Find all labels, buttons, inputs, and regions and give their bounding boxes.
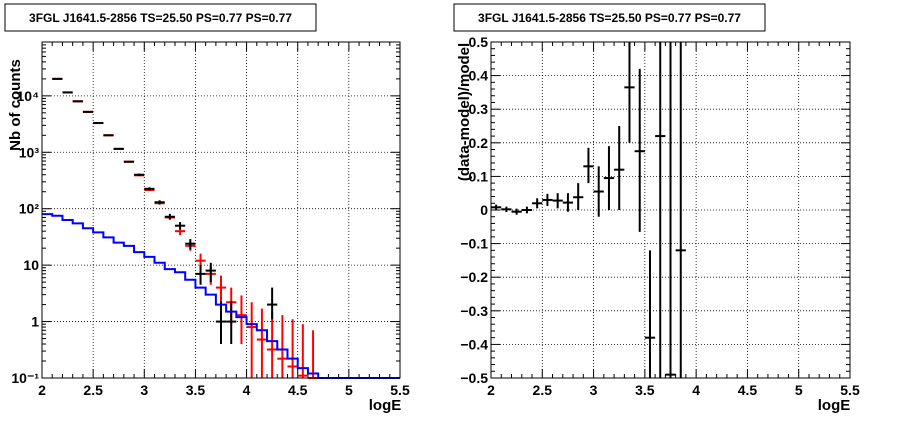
- data-point: [562, 193, 574, 212]
- x-tick-label: 3.5: [186, 382, 206, 398]
- data-point: [552, 193, 563, 209]
- x-tick-label: 4.5: [738, 382, 758, 398]
- y-tick-label: −0.3: [460, 303, 488, 319]
- chart-title: 3FGL J1641.5-2856 TS=25.50 PS=0.77 PS=0.…: [29, 11, 292, 25]
- data-point: [236, 295, 247, 345]
- data-point: [532, 198, 543, 209]
- title-box: [4, 3, 317, 32]
- data-point: [501, 206, 512, 213]
- x-tick-label: 2.5: [533, 382, 553, 398]
- data-point: [521, 206, 533, 214]
- y-tick-label: 0: [480, 202, 488, 218]
- y-tick-label: 1: [31, 314, 39, 330]
- y-tick-label: 0.3: [469, 101, 489, 117]
- data-point: [215, 275, 227, 303]
- x-tick-label: 2: [38, 382, 46, 398]
- x-tick-label: 3.5: [635, 382, 655, 398]
- data-point: [226, 301, 237, 345]
- y-tick-label: 10²: [19, 201, 40, 217]
- y-tick-label: 10³: [19, 144, 40, 160]
- data-point: [144, 187, 155, 191]
- y-tick-label: −0.2: [460, 269, 488, 285]
- y-tick-label: 10: [23, 257, 39, 273]
- y-tick-label: −0.5: [460, 370, 488, 386]
- y-axis-title: (data-model)/model: [456, 43, 473, 181]
- data-point: [215, 301, 227, 345]
- y-tick-label: −0.4: [460, 336, 488, 352]
- x-tick-label: 5: [345, 382, 353, 398]
- data-point: [174, 222, 186, 230]
- data-point: [511, 208, 522, 215]
- title-box: [453, 3, 766, 32]
- data-point: [277, 315, 288, 378]
- data-point: [256, 308, 268, 378]
- y-tick-label: −0.1: [460, 236, 488, 252]
- chart-panel-1: 3FGL J1641.5-2856 TS=25.50 PS=0.77 PS=0.…: [4, 3, 410, 414]
- step-line: [42, 213, 400, 379]
- data-point: [542, 193, 553, 206]
- x-tick-label: 5.5: [840, 382, 860, 398]
- x-tick-label: 3: [590, 382, 598, 398]
- x-tick-label: 2.5: [83, 382, 103, 398]
- data-point: [297, 324, 308, 378]
- data-point: [154, 200, 165, 205]
- data-point: [205, 262, 216, 283]
- plot-frame: [490, 41, 851, 379]
- y-tick-label: 0.1: [469, 168, 489, 184]
- x-axis-title: logE: [818, 397, 851, 414]
- data-point: [644, 250, 656, 378]
- y-axis-title: Nb of counts: [7, 59, 24, 151]
- y-tick-label: 0.4: [469, 68, 489, 84]
- data-point: [573, 183, 584, 210]
- data-point: [675, 42, 686, 378]
- data-point: [185, 239, 196, 250]
- x-tick-label: 5: [795, 382, 803, 398]
- data-point: [624, 42, 635, 143]
- x-axis-title: logE: [369, 397, 402, 414]
- chart-title: 3FGL J1641.5-2856 TS=25.50 PS=0.77 PS=0.…: [478, 11, 741, 25]
- data-point: [665, 42, 676, 378]
- y-tick-label: 10⁴: [17, 88, 40, 104]
- data-point: [634, 68, 645, 232]
- data-point: [164, 213, 175, 220]
- data-point: [655, 42, 666, 378]
- data-point: [134, 173, 145, 176]
- x-tick-label: 4: [243, 382, 251, 398]
- x-tick-label: 3: [140, 382, 148, 398]
- data-point: [267, 287, 278, 320]
- y-tick-label: 0.2: [469, 135, 489, 151]
- series-3: [42, 213, 400, 379]
- x-tick-label: 5.5: [390, 382, 410, 398]
- data-point: [267, 311, 278, 378]
- plot-frame: [41, 41, 401, 379]
- data-point: [287, 319, 298, 378]
- x-tick-label: 4: [692, 382, 700, 398]
- data-point: [246, 302, 257, 378]
- data-point: [593, 166, 604, 217]
- data-point: [195, 265, 206, 285]
- y-tick-label: 10⁻¹: [11, 370, 39, 386]
- x-tick-label: 2: [487, 382, 495, 398]
- data-point: [491, 204, 502, 210]
- data-point: [583, 147, 594, 184]
- series-1: [491, 42, 686, 378]
- y-tick-label: 0.5: [469, 34, 489, 50]
- data-point: [603, 146, 615, 210]
- chart-panel-2: 3FGL J1641.5-2856 TS=25.50 PS=0.77 PS=0.…: [453, 3, 860, 414]
- series-2: [52, 77, 278, 345]
- data-point: [614, 126, 625, 210]
- x-tick-label: 4.5: [288, 382, 308, 398]
- data-point: [307, 330, 319, 379]
